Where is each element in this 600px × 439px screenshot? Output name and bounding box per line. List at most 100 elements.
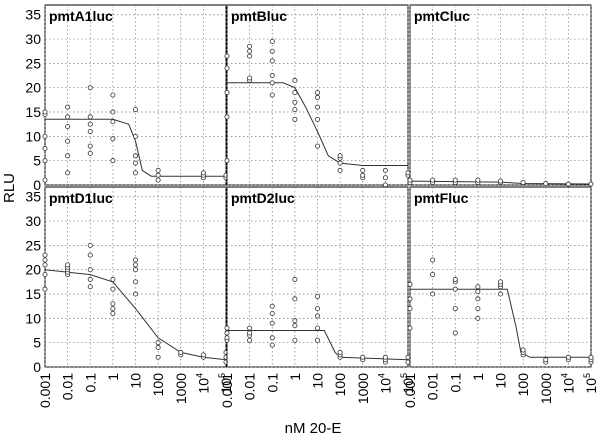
data-point	[178, 349, 184, 355]
panel-pmtBluc: pmtBluc	[224, 4, 411, 188]
data-point	[269, 303, 275, 309]
data-point	[110, 306, 116, 312]
data-point	[110, 136, 116, 142]
data-point	[247, 337, 253, 343]
x-tick-label: 1000	[355, 373, 371, 404]
data-point	[132, 279, 138, 285]
data-point	[155, 345, 161, 351]
x-tick-exponent: 4	[194, 373, 204, 378]
data-point	[475, 289, 481, 295]
data-point	[224, 158, 230, 164]
x-tick-label: 0.001	[402, 373, 418, 408]
panel-pmtA1luc: pmtA1luc 0 5 10 15 20 25 30 35	[25, 4, 229, 193]
data-point	[155, 354, 161, 360]
x-tick-label: 0.1	[447, 373, 463, 393]
data-point	[292, 337, 298, 343]
fit-curve	[44, 269, 227, 361]
data-point	[292, 99, 298, 105]
data-point	[200, 352, 206, 358]
data-point	[430, 257, 436, 263]
x-tick-exponent: 5	[217, 373, 227, 378]
data-point	[65, 170, 71, 176]
data-point	[87, 276, 93, 282]
data-point	[132, 153, 138, 159]
data-point	[314, 337, 320, 343]
x-tick-exponent: 4	[376, 373, 386, 378]
data-point	[475, 306, 481, 312]
x-tick-label: 100	[150, 373, 166, 397]
data-point	[42, 177, 48, 183]
x-tick-label: 105	[582, 373, 599, 394]
data-point	[247, 75, 253, 81]
data-point	[405, 359, 411, 365]
data-point	[269, 335, 275, 341]
data-point	[475, 177, 481, 183]
data-point	[155, 177, 161, 183]
x-tick-exponent: 5	[399, 373, 409, 378]
x-tick-label: 0.1	[264, 373, 280, 393]
y-tick-label: 35	[25, 189, 41, 205]
data-point	[269, 48, 275, 54]
data-point	[87, 150, 93, 156]
data-point	[475, 315, 481, 321]
data-point	[430, 291, 436, 297]
data-point	[337, 160, 343, 166]
data-point	[110, 92, 116, 98]
data-point	[65, 138, 71, 144]
data-point	[269, 310, 275, 316]
y-tick-label: 5	[33, 153, 41, 169]
data-point	[224, 325, 230, 331]
data-point	[269, 342, 275, 348]
x-tick-label: 1000	[538, 373, 554, 404]
data-point	[155, 340, 161, 346]
data-point	[382, 167, 388, 173]
panel-title: pmtD1luc	[49, 190, 113, 206]
data-point	[65, 153, 71, 159]
data-point	[110, 301, 116, 307]
data-point	[87, 284, 93, 290]
data-point	[520, 180, 526, 186]
data-point	[314, 293, 320, 299]
data-point	[314, 306, 320, 312]
data-point	[269, 80, 275, 86]
data-point	[42, 286, 48, 292]
data-point	[405, 170, 411, 176]
y-tick-label: 10	[25, 128, 41, 144]
data-point	[87, 121, 93, 127]
data-point	[269, 92, 275, 98]
data-point	[110, 310, 116, 316]
y-tick-label: 0	[33, 177, 41, 193]
data-point	[42, 133, 48, 139]
panel-title: pmtD2luc	[231, 190, 295, 206]
panel-frame	[409, 186, 592, 368]
data-point	[269, 58, 275, 64]
y-tick-label: 15	[25, 286, 41, 302]
data-point	[407, 177, 413, 183]
x-tick-label: 105	[399, 373, 416, 394]
panel-title: pmtCluc	[414, 8, 470, 24]
y-tick-label: 10	[25, 310, 41, 326]
data-point	[314, 104, 320, 110]
data-point	[247, 43, 253, 49]
y-tick-label: 20	[25, 262, 41, 278]
y-tick-label: 15	[25, 104, 41, 120]
x-tick-label: 1000	[173, 373, 189, 404]
data-point	[405, 354, 411, 360]
data-point	[382, 354, 388, 360]
y-tick-label: 30	[25, 213, 41, 229]
data-point	[407, 306, 413, 312]
data-point	[314, 313, 320, 319]
x-tick-label: 10	[493, 373, 509, 389]
panel-pmtFluc: pmtFluc 0.001 0.01 0.1 1 10 100 1000 104 105	[402, 186, 599, 408]
data-point	[42, 252, 48, 258]
y-tick-label: 25	[25, 55, 41, 71]
data-point	[520, 347, 526, 353]
data-point	[247, 48, 253, 54]
data-point	[407, 281, 413, 287]
data-point	[588, 354, 594, 360]
data-point	[292, 90, 298, 96]
data-point	[407, 325, 413, 331]
data-point	[452, 276, 458, 282]
data-point	[155, 167, 161, 173]
data-point	[155, 172, 161, 178]
